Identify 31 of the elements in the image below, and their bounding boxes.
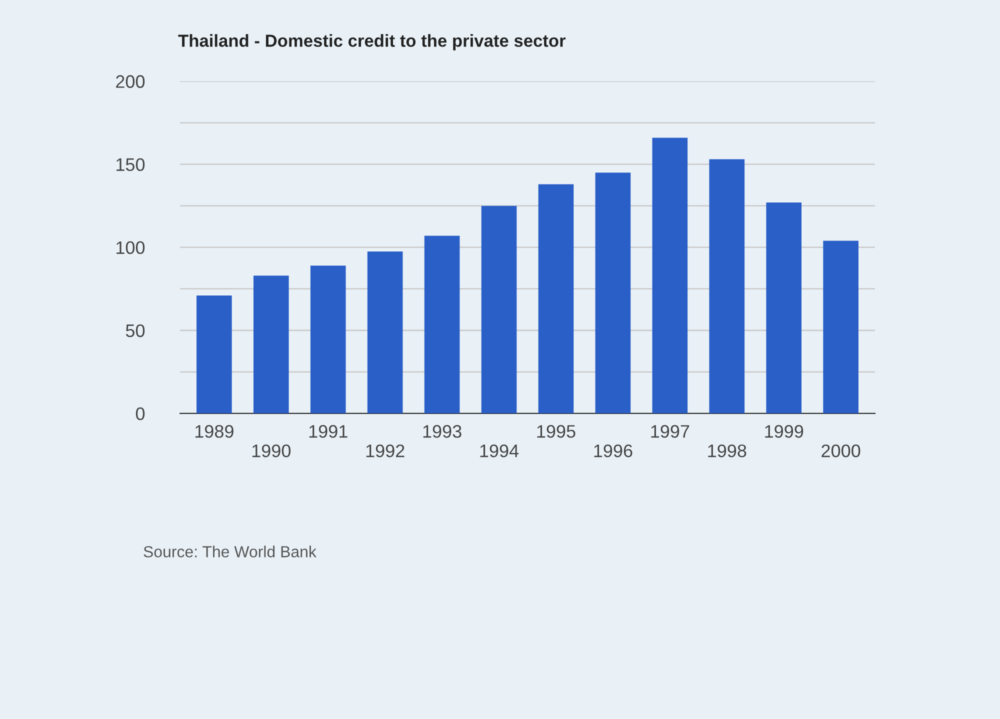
bar (538, 184, 574, 414)
bar (253, 276, 289, 414)
y-tick-label: 0 (136, 407, 145, 420)
x-tick-label: 1997 (651, 425, 690, 438)
x-tick-label: 1996 (594, 444, 632, 458)
x-tick-label: 2000 (822, 444, 860, 458)
bar (823, 240, 858, 414)
y-tick-label: 150 (116, 158, 145, 172)
x-tick-label: 1989 (195, 425, 234, 438)
x-tick-label: 1990 (252, 444, 291, 458)
source-note: Source: The World Bank (144, 546, 316, 558)
bar (652, 138, 688, 414)
bar (367, 251, 403, 414)
bar (196, 296, 232, 414)
bar (709, 159, 745, 414)
bar (481, 206, 517, 414)
bar (595, 172, 631, 414)
chart-title: Thailand - Domestic credit to the private sector (178, 34, 566, 50)
x-tick-label: 1991 (309, 425, 348, 438)
x-tick-label: 1993 (423, 425, 462, 438)
y-tick-label: 50 (126, 324, 145, 338)
x-tick-label: 1992 (366, 444, 404, 458)
bar (766, 202, 802, 414)
x-tick-label: 1995 (537, 425, 576, 438)
x-tick-label: 1998 (708, 444, 746, 458)
y-tick-label: 100 (116, 241, 145, 254)
x-tick-label: 1994 (480, 444, 519, 458)
y-tick-label: 200 (116, 75, 145, 88)
bar (424, 236, 460, 414)
x-tick-label: 1999 (765, 425, 804, 438)
bar (310, 266, 346, 414)
